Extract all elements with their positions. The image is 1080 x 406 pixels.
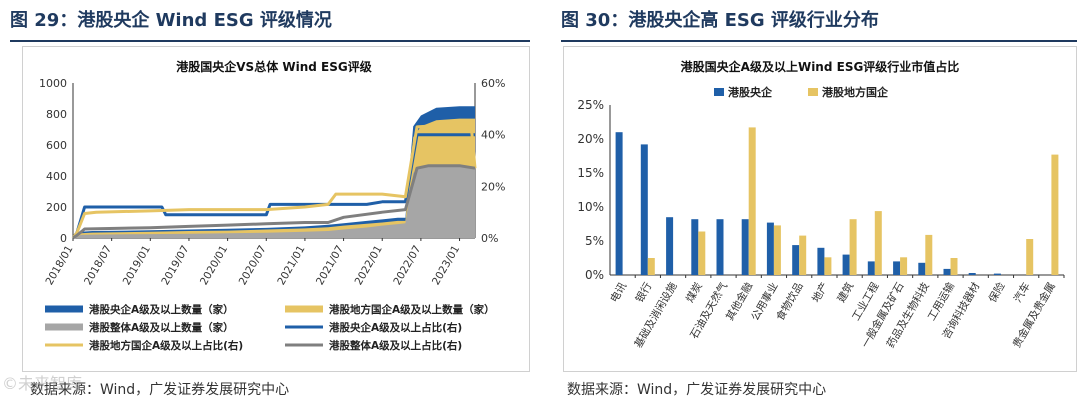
y-right-tick-label: 60% [481, 77, 505, 90]
legend-label: 港股地方国企A级及以上占比(右) [89, 339, 243, 352]
bar-local-soe [1026, 239, 1034, 275]
x-tick-label: 2018/01 [43, 244, 75, 288]
x-tick-label: 地产 [809, 280, 831, 305]
legend-label: 港股整体A级及以上占比(右) [329, 339, 462, 352]
x-tick-label: 保险 [986, 280, 1008, 305]
x-tick-label: 2023/01 [430, 244, 462, 288]
bar-local-soe [647, 258, 655, 275]
x-tick-label: 2021/01 [275, 244, 307, 288]
bar-central-soe [666, 217, 674, 275]
x-tick-label: 电讯 [607, 280, 629, 305]
bar-central-soe [615, 132, 623, 275]
chart-title: 港股国央企A级及以上Wind ESG评级行业市值占比 [681, 59, 960, 74]
legend-label: 港股央企A级及以上占比(右) [329, 321, 462, 334]
bar-local-soe [849, 219, 857, 275]
y-tick-label: 5% [585, 234, 604, 248]
bar-local-soe [698, 231, 706, 275]
y-tick-label: 15% [577, 166, 604, 180]
line-local-soe-ratio [71, 122, 477, 239]
x-tick-label: 煤炭 [683, 280, 705, 305]
x-tick-label: 汽车 [1011, 280, 1033, 305]
y-tick-label: 0% [585, 268, 604, 282]
y-left-tick-label: 1000 [39, 77, 67, 90]
legend-swatch-central-soe [714, 88, 724, 96]
y-left-tick-label: 200 [46, 201, 67, 214]
right-figure-panel: 图 30：港股央企高 ESG 评级行业分布 港股国央企A级及以上Wind ESG… [553, 0, 1080, 406]
bar-central-soe [741, 219, 749, 275]
bar-local-soe [925, 234, 933, 275]
bar-central-soe [640, 144, 648, 275]
y-right-tick-label: 40% [481, 129, 505, 142]
bar-central-soe [842, 254, 850, 275]
right-title-rule [561, 40, 1077, 42]
x-tick-label: 2022/01 [353, 244, 385, 288]
bar-central-soe [943, 268, 951, 275]
y-tick-label: 20% [577, 132, 604, 146]
y-tick-label: 25% [577, 98, 604, 112]
bar-local-soe [773, 225, 781, 275]
bar-central-soe [867, 261, 875, 275]
bar-local-soe [748, 127, 756, 276]
left-figure-panel: 图 29：港股央企 Wind ESG 评级情况 港股国央企VS总体 Wind E… [0, 0, 535, 406]
legend-swatch-local-soe [808, 88, 818, 96]
bar-central-soe [893, 261, 901, 275]
chart-title: 港股国央企VS总体 Wind ESG评级 [176, 59, 371, 74]
y-left-tick-label: 800 [46, 108, 67, 121]
x-tick-label: 2020/01 [198, 244, 230, 288]
bar-central-soe [792, 245, 800, 275]
area-overall-count [73, 165, 475, 238]
industry-distribution-chart-box: 港股国央企A级及以上Wind ESG评级行业市值占比港股央企 港股地方国企 0% 5%… [563, 46, 1077, 372]
y-left-tick-label: 0 [60, 232, 67, 245]
y-left-tick-label: 600 [46, 139, 67, 152]
bar-central-soe [993, 273, 1001, 275]
y-tick-label: 10% [577, 200, 604, 214]
watermark: ©未来智库 [2, 374, 83, 393]
legend-label: 港股央企 [728, 85, 773, 99]
x-tick-label: 2020/07 [237, 244, 269, 288]
bar-local-soe [874, 211, 882, 275]
y-right-tick-label: 0% [481, 232, 498, 245]
bar-central-soe [766, 222, 774, 275]
legend-label: 港股整体A级及以上数量（家） [89, 321, 234, 334]
x-tick-label: 2019/07 [159, 244, 191, 288]
bar-local-soe [1051, 154, 1059, 275]
right-source-note: 数据来源：Wind，广发证券发展研究中心 [567, 382, 827, 398]
legend-label: 港股央企A级及以上数量（家） [89, 303, 234, 316]
bar-central-soe [918, 262, 926, 275]
left-figure-title: 图 29：港股央企 Wind ESG 评级情况 [10, 10, 332, 31]
bar-local-soe [900, 257, 908, 275]
right-figure-title: 图 30：港股央企高 ESG 评级行业分布 [561, 10, 879, 31]
esg-rating-chart-box: 港股国央企VS总体 Wind ESG评级 0 200 400 600 800 1000 0% 2… [22, 46, 530, 372]
y-right-tick-label: 20% [481, 180, 505, 193]
bar-central-soe [968, 273, 976, 275]
esg-rating-chart: 港股国央企VS总体 Wind ESG评级 0 200 400 600 800 1000 0% 2… [39, 59, 505, 352]
bar-local-soe [950, 258, 958, 275]
bar-central-soe [817, 247, 825, 275]
left-source-note: 数据来源：Wind，广发证券发展研究中心 [30, 382, 290, 398]
bar-central-soe [691, 219, 699, 275]
bar-central-soe [716, 219, 724, 275]
line-overall-ratio [72, 164, 476, 240]
legend-label: 港股地方国企 [822, 85, 889, 99]
legend-label: 港股地方国企A级及以上数量（家） [329, 303, 495, 316]
x-tick-label: 银行 [633, 280, 655, 305]
left-title-rule [10, 40, 530, 42]
bar-local-soe [799, 235, 807, 275]
x-tick-label: 2018/07 [82, 244, 114, 288]
x-tick-label: 2022/07 [391, 244, 423, 288]
y-left-tick-label: 400 [46, 170, 67, 183]
x-tick-label: 2019/01 [121, 244, 153, 288]
bar-local-soe [824, 257, 832, 275]
x-tick-label: 2021/07 [314, 244, 346, 288]
x-tick-label: 建筑 [834, 280, 856, 305]
